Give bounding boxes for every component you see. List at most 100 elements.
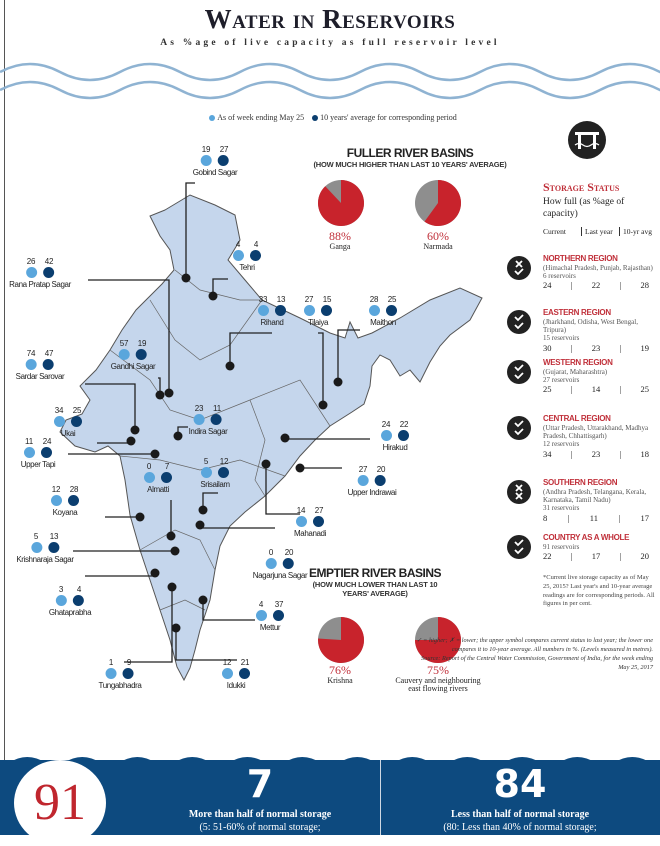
average-value: 25 [387, 295, 397, 304]
value-current: 30 [543, 342, 552, 353]
average-dot-icon [217, 155, 229, 166]
pie-pct: 88% [329, 229, 351, 243]
average-dot-icon [275, 305, 286, 316]
reservoir-name: Sardar Sarovar [15, 372, 65, 381]
legend-average: 10 years' average for corresponding peri… [320, 113, 457, 122]
average-value: 20 [284, 548, 294, 557]
region-name: SOUTHERN REGION [543, 478, 618, 487]
current-dot-icon [304, 305, 315, 316]
current-value: 19 [201, 145, 211, 154]
symbol-key: ✓ = higher; ✗ = lower; the upper symbol … [416, 637, 653, 654]
reservoir-values: 12 21 [218, 658, 254, 667]
reservoir-values: 57 19 [111, 339, 156, 348]
region-values: 25 | 14 | 25 [543, 384, 649, 395]
current-dot-icon [381, 430, 392, 441]
col-last: Last year [581, 226, 619, 237]
current-value: 3 [58, 585, 64, 594]
pie-pct: 60% [427, 229, 449, 243]
reservoir-location-dot [170, 546, 180, 556]
current-value: 23 [194, 404, 204, 413]
reservoir-location-dot [295, 463, 305, 473]
reservoir-name: Almatti [147, 485, 169, 494]
reservoir-dots [9, 266, 71, 280]
pie-cauvery [415, 617, 461, 663]
reservoir-dots [111, 348, 156, 362]
current-value: 5 [203, 457, 209, 466]
storage-title: Storage Status [543, 180, 620, 194]
reservoir-label: 5 12 Srisailam [197, 457, 233, 489]
connector-line [158, 377, 161, 395]
reservoir-name: Krishnaraja Sagar [16, 555, 74, 564]
current-dot-icon [24, 447, 35, 458]
connector-line [124, 587, 173, 663]
pie-label-krishna: 76% Krishna [285, 664, 395, 685]
wave-decoration [0, 62, 660, 100]
current-value: 4 [258, 600, 264, 609]
average-dot-icon [161, 472, 172, 483]
reservoir-values: 27 20 [348, 465, 397, 474]
reservoir-location-dot [198, 595, 208, 605]
average-dot-icon [68, 495, 79, 506]
reservoir-label: 28 25 Maithon [365, 295, 401, 327]
reservoir-values: 5 13 [16, 532, 73, 541]
region-name: CENTRAL REGION [543, 414, 611, 423]
value-avg: 28 [640, 280, 649, 291]
key-and-source: ✓ = higher; ✗ = lower; the upper symbol … [415, 636, 653, 673]
region-count: 91 reservoirs [543, 542, 580, 551]
average-value: 4 [253, 240, 259, 249]
current-value: 12 [222, 658, 232, 667]
pie-slice [424, 180, 461, 226]
current-dot-icon [193, 414, 205, 425]
fuller-title: FULLER RIVER BASINS [346, 146, 474, 160]
pie-name: Krishna [327, 675, 353, 685]
more-count: 7 [246, 762, 274, 806]
reservoir-values: 33 13 [254, 295, 290, 304]
region-states: (Andhra Pradesh, Telangana, Kerala, Karn… [543, 487, 647, 504]
current-dot-icon [31, 542, 42, 553]
average-dot-icon [250, 250, 261, 261]
pie-pct: 76% [329, 663, 351, 677]
india-outline [59, 194, 483, 682]
check-check-icon [507, 310, 531, 334]
reservoir-dots [197, 466, 233, 480]
reservoir-name: Hirakud [382, 443, 408, 452]
pie-label-narmada: 60% Narmada [383, 230, 493, 251]
region-name: COUNTRY AS A WHOLE [543, 533, 630, 542]
reservoir-name: Tilaiya [307, 318, 329, 327]
fuller-subtitle: (HOW MUCH HIGHER THAN LAST 10 YEARS' AVE… [313, 160, 507, 169]
reservoir-name: Ghataprabha [48, 608, 92, 617]
reservoir-dots [254, 304, 290, 318]
reservoir-label: 27 20 Upper Indrawai [348, 465, 397, 497]
current-dot-icon [26, 359, 37, 370]
reservoir-name: Idukki [226, 681, 246, 690]
reservoir-dots [292, 515, 328, 529]
page-subtitle: As %age of live capacity as full reservo… [160, 38, 500, 48]
pie-label-ganga: 88% Ganga [285, 230, 395, 251]
region-count: 27 reservoirs [543, 375, 580, 384]
pie-krishna [318, 617, 365, 663]
current-value: 34 [54, 406, 64, 415]
average-value: 25 [72, 406, 82, 415]
check-check-icon [507, 535, 531, 559]
connector-line [265, 464, 300, 515]
more-detail: (5: 51-60% of normal storage; [199, 822, 321, 833]
region-values: 30 | 23 | 19 [543, 342, 649, 353]
reservoir-label: 27 15 Tilaiya [300, 295, 336, 327]
average-dot-icon [123, 668, 134, 679]
average-value: 13 [49, 532, 59, 541]
connector-lines [68, 182, 370, 663]
reservoir-label: 74 47 Sardar Sarovar [16, 349, 65, 381]
connector-line [202, 492, 218, 510]
legend-current: As of week ending May 25 [217, 113, 305, 122]
less-text: Less than half of normal storage (80: Les… [390, 808, 650, 834]
region-states: (Jharkhand, Odisha, West Bengal, Tripura… [543, 317, 638, 334]
average-value: 28 [69, 485, 79, 494]
average-dot-icon [218, 467, 229, 478]
connector-line [202, 600, 255, 621]
india-map [59, 182, 483, 682]
average-value: 12 [219, 457, 229, 466]
region-central-region: CENTRAL REGION (Uttar Pradesh, Uttarakha… [543, 414, 655, 459]
reservoir-location-dot [126, 436, 136, 446]
